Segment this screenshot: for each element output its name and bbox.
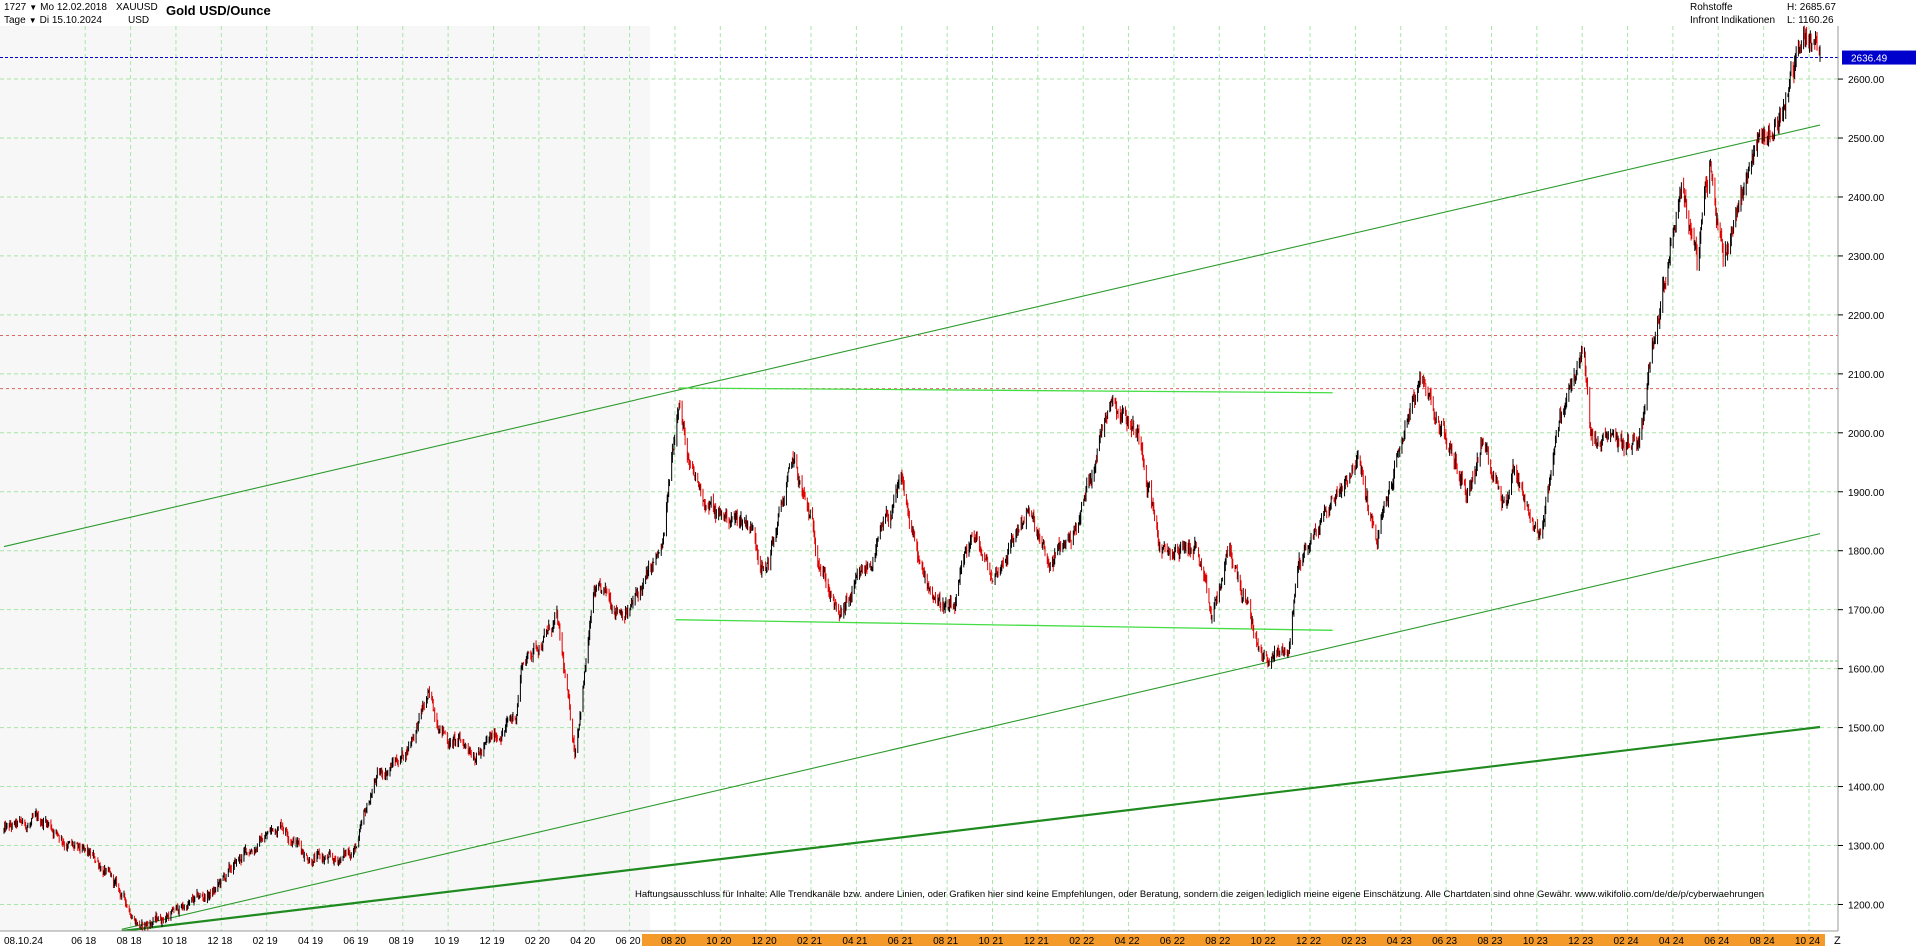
x-tick-label: 04 22	[1115, 936, 1140, 947]
x-tick-label: 08 22	[1205, 936, 1230, 947]
x-tick-label: 08 23	[1477, 936, 1502, 947]
x-tick-label: 10 22	[1251, 936, 1276, 947]
x-tick-label: 10 18	[162, 936, 187, 947]
dropdown-triangle-icon: ▼	[28, 16, 37, 25]
trend-lines	[3, 124, 1821, 933]
x-tick-label: 04 24	[1659, 936, 1684, 947]
level-lines	[0, 57, 1838, 662]
y-tick-label: 1400.00	[1848, 783, 1885, 794]
support-line	[675, 619, 1333, 631]
x-tick-label: 12 21	[1024, 936, 1049, 947]
y-tick-label: 2000.00	[1848, 429, 1885, 440]
x-tick-label: 10 20	[706, 936, 731, 947]
x-tick-label: 12 23	[1568, 936, 1593, 947]
y-tick-label: 1700.00	[1848, 606, 1885, 617]
y-tick-label: 1900.00	[1848, 488, 1885, 499]
end-date: Di 15.10.2024	[39, 15, 102, 26]
x-tick-label: 04 21	[842, 936, 867, 947]
x-tick-label: 06 19	[343, 936, 368, 947]
bar-count-selector[interactable]: 1727 ▼ Mo 12.02.2018	[4, 2, 107, 13]
x-tick-label: 08 20	[661, 936, 686, 947]
currency: USD	[128, 15, 150, 26]
y-tick-label: 2600.00	[1848, 75, 1885, 86]
x-tick-label: 12 20	[752, 936, 777, 947]
y-axis-panel	[1838, 26, 1916, 931]
bar-count: 1727	[4, 2, 27, 13]
x-tick-label: 10 24	[1795, 936, 1820, 947]
x-tick-label: 04 20	[570, 936, 595, 947]
x-tick-label: 02 23	[1341, 936, 1366, 947]
x-tick-label: 06 24	[1704, 936, 1729, 947]
chart-title: Gold USD/Ounce	[166, 3, 271, 18]
y-tick-label: 2100.00	[1848, 370, 1885, 381]
y-tick-label: 1500.00	[1848, 724, 1885, 735]
period-low: L: 1160.26	[1787, 15, 1834, 26]
x-tick-label: 12 18	[207, 936, 232, 947]
start-date: Mo 12.02.2018	[40, 2, 107, 13]
long-term-support-line	[121, 725, 1821, 933]
x-tick-label: 08 19	[389, 936, 414, 947]
x-tick-label: 04 23	[1387, 936, 1412, 947]
x-axis: 08.10.24 06 18 08 18 10 18 12 18 02 19 04 19 06…	[0, 930, 1916, 948]
x-tick-label: 12 19	[479, 936, 504, 947]
disclaimer-text: Haftungsausschluss für Inhalte: Alle Tre…	[635, 889, 1764, 900]
x-tick-label: 10 23	[1523, 936, 1548, 947]
x-tick-label: 10 19	[434, 936, 459, 947]
x-tick-label: 02 19	[253, 936, 278, 947]
y-axis: 1200.00 1300.00 1400.00 1500.00 1600.00 1700.…	[1837, 26, 1916, 931]
y-tick-label: 1600.00	[1848, 665, 1885, 676]
lower-channel-line	[121, 533, 1821, 930]
symbol[interactable]: XAUUSD	[116, 2, 158, 13]
interval: Tage	[4, 15, 26, 26]
y-tick-label: 1300.00	[1848, 842, 1885, 853]
x-tick-label: 02 21	[797, 936, 822, 947]
plot-area-recent	[650, 26, 1838, 931]
last-price-marker: 2636.49	[1842, 50, 1916, 65]
y-tick-label: 2300.00	[1848, 252, 1885, 263]
interval-selector[interactable]: Tage ▼ Di 15.10.2024	[4, 15, 102, 26]
resistance-line	[679, 387, 1333, 394]
x-tick-label: 02 22	[1069, 936, 1094, 947]
upper-channel-line	[3, 124, 1821, 548]
x-tick-label: 06 22	[1160, 936, 1185, 947]
x-tick-label: 12 22	[1296, 936, 1321, 947]
y-tick-label: 1800.00	[1848, 547, 1885, 558]
dropdown-triangle-icon: ▼	[29, 3, 38, 12]
x-tick-label: 06 23	[1432, 936, 1457, 947]
y-tick-label: 2200.00	[1848, 311, 1885, 322]
grid	[0, 26, 1838, 931]
x-tick-label: 02 20	[525, 936, 550, 947]
x-tick-label: 10 21	[978, 936, 1003, 947]
category: Rohstoffe	[1690, 2, 1733, 13]
last-price-label: 2636.49	[1851, 54, 1888, 65]
x-tick-label: 08 21	[933, 936, 958, 947]
x-tick-label: 08.10.24	[4, 936, 43, 947]
time-range-bar	[641, 934, 1825, 946]
y-tick-label: 2500.00	[1848, 134, 1885, 145]
x-tick-label: 04 19	[298, 936, 323, 947]
x-tick-label: 06 21	[888, 936, 913, 947]
data-source: Infront Indikationen	[1690, 15, 1776, 26]
period-high: H: 2685.67	[1787, 2, 1836, 13]
y-tick-label: 1200.00	[1848, 900, 1885, 911]
x-tick-label: 02 24	[1614, 936, 1639, 947]
candles	[3, 25, 1821, 931]
x-tick-label: 06 18	[71, 936, 96, 947]
x-tick-label: 08 18	[117, 936, 142, 947]
x-tick-label: 08 24	[1750, 936, 1775, 947]
x-axis-corner-label: Z	[1834, 935, 1841, 947]
y-tick-label: 2400.00	[1848, 193, 1885, 204]
x-tick-label: 06 20	[616, 936, 641, 947]
last-price-box	[1842, 50, 1916, 65]
